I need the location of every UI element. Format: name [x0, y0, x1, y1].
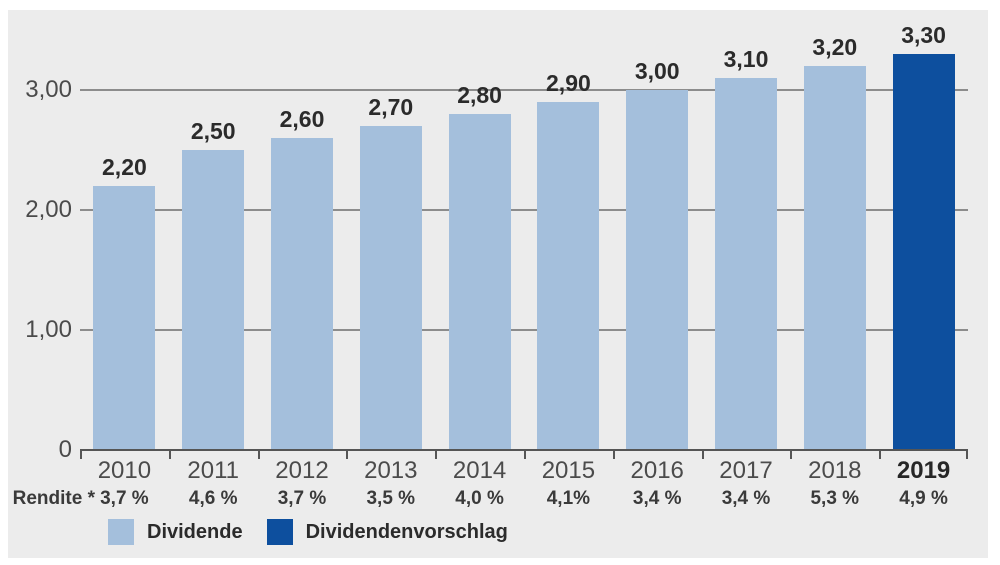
- rendite-value-2015: 4,1%: [546, 488, 591, 509]
- bar-2010: [93, 186, 156, 450]
- rendite-value-2017: 3,4 %: [721, 488, 771, 509]
- bar-2014: [448, 114, 511, 450]
- x-axis-tick: [80, 449, 82, 459]
- x-axis-label-2018: 2018: [808, 457, 862, 484]
- y-axis-tick-label: 1,00: [25, 316, 72, 343]
- bar-value-label: 2,80: [457, 82, 502, 108]
- rendite-value-2010: 3,7 %: [100, 488, 149, 509]
- bar-2016: [626, 90, 689, 450]
- legend: Dividende Dividendenvorschlag: [108, 519, 508, 545]
- x-axis-tick: [524, 449, 526, 459]
- bar-value-label: 2,20: [102, 154, 147, 180]
- x-axis-tick: [168, 449, 171, 459]
- bar-2013: [359, 126, 422, 450]
- x-axis-tick: [257, 449, 260, 459]
- x-axis-tick: [435, 449, 438, 459]
- rendite-value-2014: 4,0 %: [455, 488, 504, 509]
- rendite-value-2013: 3,5 %: [366, 488, 416, 509]
- x-axis-label-2015: 2015: [541, 457, 596, 484]
- legend-swatch-dividendenvorschlag: [266, 519, 293, 545]
- legend-label-dividende: Dividende: [147, 520, 243, 543]
- bar-value-label: 3,20: [812, 34, 858, 60]
- gridline-1,00: [80, 329, 968, 331]
- legend-label-dividendenvorschlag: Dividendenvorschlag: [305, 520, 508, 543]
- x-axis-label-2017: 2017: [719, 457, 773, 484]
- bar-value-label: 3,00: [634, 58, 680, 84]
- y-axis-tick-label: 2,00: [25, 196, 72, 223]
- bar-2012: [271, 138, 333, 450]
- legend-swatch-dividende: [108, 519, 134, 545]
- x-axis-tick: [701, 449, 704, 459]
- x-axis-tick: [879, 449, 882, 459]
- rendite-value-2019: 4,9 %: [899, 488, 948, 509]
- bar-value-label: 3,10: [723, 46, 769, 72]
- x-axis-tick: [346, 449, 349, 459]
- rendite-value-2018: 5,3 %: [810, 488, 860, 509]
- gridline-3,00: [80, 89, 968, 91]
- rendite-value-2011: 4,6 %: [188, 488, 238, 509]
- rendite-value-2016: 3,4 %: [632, 488, 682, 509]
- x-axis-label-2019: 2019: [896, 457, 951, 484]
- bar-2018: [803, 66, 866, 450]
- bar-value-label: 2,90: [546, 70, 591, 96]
- bar-2015: [537, 102, 600, 450]
- x-axis-label-2010: 2010: [97, 457, 152, 484]
- x-axis-label-2016: 2016: [630, 457, 684, 484]
- x-axis-tick: [612, 449, 615, 459]
- x-axis-label-2012: 2012: [275, 457, 329, 484]
- bar-2017: [715, 78, 777, 450]
- x-axis-label-2013: 2013: [364, 457, 418, 484]
- x-axis-label-2014: 2014: [452, 457, 507, 484]
- bar-value-label: 3,30: [901, 22, 946, 48]
- rendite-value-2012: 3,7 %: [277, 488, 327, 509]
- bar-value-label: 2,50: [190, 118, 236, 144]
- bar-2011: [182, 150, 245, 450]
- y-axis-tick-label: 3,00: [25, 76, 72, 103]
- bar-2019: [892, 54, 955, 450]
- bar-value-label: 2,70: [368, 94, 414, 120]
- x-axis-tick: [966, 449, 968, 459]
- gridline-2,00: [80, 209, 968, 211]
- rendite-row-label: Rendite *: [12, 488, 95, 509]
- x-axis-tick: [790, 449, 793, 459]
- bar-value-label: 2,60: [279, 106, 325, 132]
- y-axis-tick-label: 0: [58, 436, 72, 463]
- x-axis-label-2011: 2011: [187, 457, 239, 484]
